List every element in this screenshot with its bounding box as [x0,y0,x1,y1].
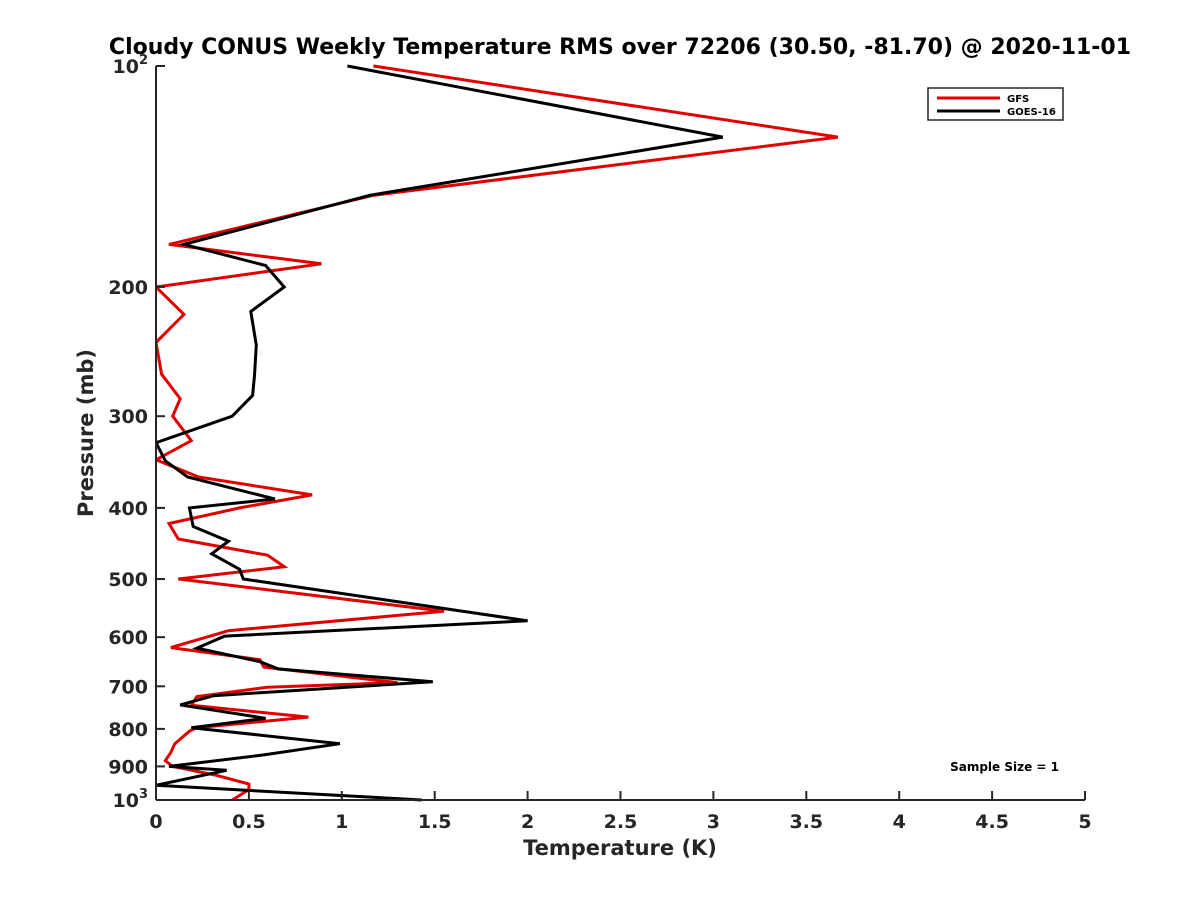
legend: GFS GOES-16 [927,87,1064,121]
x-tick-label: 5 [1078,811,1091,833]
sample-size-annotation: Sample Size = 1 [950,760,1059,774]
series-line-0 [156,64,839,802]
x-axis-title: Temperature (K) [523,836,717,860]
x-tick-label: 0 [149,811,162,833]
y-tick-label-pow: 103 [113,787,149,812]
x-tick-label: 3 [707,811,720,833]
y-tick-label: 500 [108,569,148,591]
x-tick-label: 4.5 [975,811,1009,833]
x-tick-label: 1 [335,811,348,833]
legend-box [927,87,1064,121]
y-tick-label: 200 [108,277,148,299]
y-ticks-group: 200 300 400 500 600 700 800 900 102 103 [108,53,165,812]
chart-title: Cloudy CONUS Weekly Temperature RMS over… [109,35,1131,60]
y-tick-label-pow: 102 [113,53,149,78]
y-tick-label: 700 [108,676,148,698]
y-tick-label: 900 [108,756,148,778]
y-tick-label: 600 [108,627,148,649]
x-tick-label: 0.5 [232,811,266,833]
y-tick-label: 800 [108,719,148,741]
y-tick-label: 400 [108,498,148,520]
series-line-1 [156,64,723,802]
x-ticks-group: 0 0.5 1 1.5 2 2.5 3 3.5 4 4.5 5 [149,791,1092,833]
legend-label-1: GOES-16 [1007,107,1056,118]
x-tick-label: 1.5 [418,811,452,833]
y-tick-label: 300 [108,406,148,428]
x-tick-label: 2.5 [604,811,638,833]
y-axis-title: Pressure (mb) [74,349,98,517]
legend-label-0: GFS [1007,94,1029,105]
x-tick-label: 4 [893,811,906,833]
x-tick-label: 2 [521,811,534,833]
plot-series-group [156,64,839,802]
x-tick-label: 3.5 [789,811,823,833]
